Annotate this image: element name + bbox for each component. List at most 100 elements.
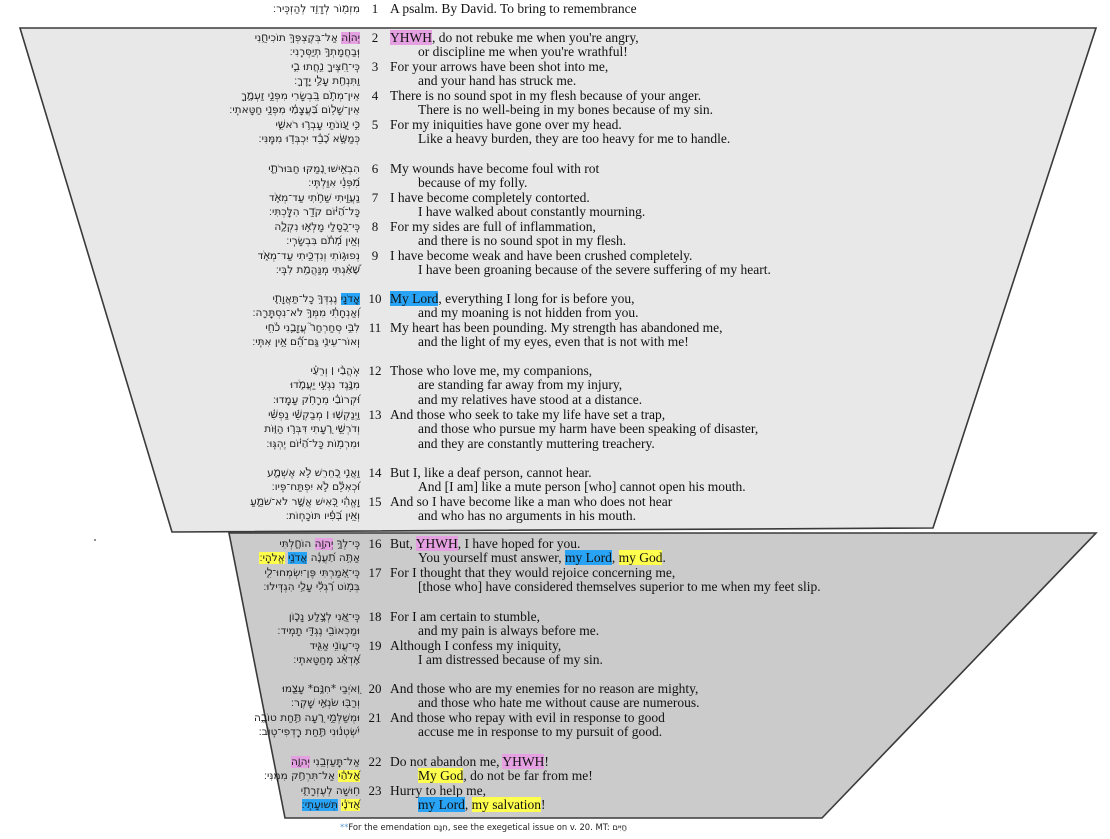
- hebrew-column: ח֥וּשָׁה לְעֶזְרָתִ֑י אֲ֝דֹנָ֗י תְּשׁוּע…: [145, 784, 360, 813]
- verse-number: 14: [360, 465, 390, 480]
- verse-number-value: 4: [371, 88, 379, 103]
- verse-number-value: 11: [368, 320, 382, 335]
- english-line: are standing far away from my injury,: [418, 377, 623, 393]
- english-line: My heart has been pounding. My strength …: [390, 320, 723, 335]
- english-column: I have become completely contorted. I ha…: [390, 190, 645, 220]
- divine-name-highlight: my God: [618, 550, 663, 566]
- hebrew-line: אֵין־שָׁל֥וֹם בַּ֝עֲצָמַ֗י מִפְּנֵ֥י חַט…: [229, 104, 360, 117]
- hebrew-line: יְהוָ֗ה אַל־בְּקֶצְפְּךָ֥ תוֹכִיחֵ֑נִי: [254, 32, 360, 44]
- hebrew-line: כָּל־הַ֝יּ֗וֹם קֹדֵ֥ר הִלָּֽכְתִּי׃: [268, 206, 360, 219]
- verse-number: 19: [360, 638, 390, 653]
- hebrew-line: וָאֱהִ֗י כְּ֭אִישׁ אֲשֶׁ֣ר לֹא־שֹׁמֵ֑עַ: [250, 496, 360, 508]
- hebrew-column: יְהוָ֗ה אַל־בְּקֶצְפְּךָ֥ תוֹכִיחֵ֑נִי ו…: [145, 31, 360, 60]
- verse-number: 22: [360, 754, 390, 769]
- verse-number-value: 13: [368, 407, 382, 422]
- english-column: A psalm. By David. To bring to remembran…: [390, 1, 637, 16]
- english-column: Hurry to help me, my Lord, my salvation!: [390, 783, 546, 813]
- hebrew-line: כִּֽי־עֲוֺנִ֥י אַגִּ֑יד: [309, 640, 360, 652]
- english-column: My heart has been pounding. My strength …: [390, 320, 723, 350]
- hebrew-line: וְֽאוֹר־עֵינַ֥י גַּם־הֵ֝֗ם אֵ֣ין אִתִּֽי…: [252, 336, 360, 349]
- verse-block-9: נְפוּג֣וֹתִי וְנִדְכֵּ֣יתִי עַד־מְאֹ֑ד ש…: [145, 248, 771, 278]
- english-line: And so I have become like a man who does…: [390, 494, 673, 509]
- english-column: And those who seek to take my life have …: [390, 407, 758, 451]
- hebrew-line: כִּֽי־אָ֭מַרְתִּי פֶּן־יִשְׂמְחוּ־לִ֑י: [264, 567, 360, 579]
- verse-number: 16: [360, 536, 390, 551]
- verse-number-value: 12: [368, 363, 382, 378]
- hebrew-column: נַעֲוֵ֣יתִי שַׁחֹ֣תִי עַד־מְאֹ֑ד כָּל־הַ…: [145, 191, 360, 220]
- footnote: **For the emendation חִנָּם, see the exe…: [340, 822, 627, 833]
- hebrew-column: כִּֽי־חִ֭צֶּיךָ נִ֣חֲתוּ בִ֑י וַתִּנְחַ֖…: [145, 60, 360, 89]
- hebrew-column: וַיְנַקְשׁ֤וּ ׀ מְבַקְשֵׁ֬י נַפְשִׁ֗י וְ…: [145, 408, 360, 451]
- english-line: But I, like a deaf person, cannot hear.: [390, 465, 592, 480]
- verse-block-21: וּמְשַׁלְּמֵ֣י רָ֭עָה תַּ֣חַת טוֹבָ֑ה יִ…: [145, 710, 665, 740]
- english-line: You yourself must answer, my Lord, my Go…: [418, 550, 666, 566]
- hebrew-line: כִּֽי־אֲ֭נִי לְצֶ֣לַע נָכ֑וֹן: [288, 611, 360, 623]
- hebrew-line: כִּֽי־חִ֭צֶּיךָ נִ֣חֲתוּ בִ֑י: [291, 61, 360, 73]
- hebrew-line: וּמְשַׁלְּמֵ֣י רָ֭עָה תַּ֣חַת טוֹבָ֑ה: [254, 712, 360, 724]
- english-line: and those who hate me without cause are …: [418, 695, 700, 711]
- english-line: and my relatives have stood at a distanc…: [418, 391, 643, 407]
- verse-block-13: וַיְנַקְשׁ֤וּ ׀ מְבַקְשֵׁ֬י נַפְשִׁ֗י וְ…: [145, 407, 758, 451]
- english-column: Do not abandon me, YHWH! My God, do not …: [390, 754, 593, 784]
- english-column: But, YHWH, I have hoped for you. You you…: [390, 536, 666, 566]
- verse-number: 4: [360, 88, 390, 103]
- verse-number-value: 18: [368, 609, 382, 624]
- verse-number-value: 7: [371, 190, 379, 205]
- verse-number: 6: [360, 161, 390, 176]
- verse-number-value: 21: [368, 710, 382, 725]
- hebrew-line: כְּמַשָּׂ֥א כָ֝בֵ֗ד יִכְבְּד֥וּ מִמֶּֽנִ…: [258, 133, 360, 146]
- english-line: For I thought that they would rejoice co…: [390, 565, 676, 580]
- hebrew-column: אֵין־מְתֹ֣ם בִּ֭בְשָׂרִי מִפְּנֵ֣י זַעְמ…: [145, 89, 360, 118]
- hebrew-line: נַעֲוֵ֣יתִי שַׁחֹ֣תִי עַד־מְאֹ֑ד: [268, 192, 360, 204]
- english-line: and the light of my eyes, even that is n…: [418, 334, 689, 350]
- divine-name-highlight: My God: [418, 768, 464, 784]
- verse-number: 13: [360, 407, 390, 422]
- hebrew-line: ח֥וּשָׁה לְעֶזְרָתִ֑י: [300, 785, 360, 797]
- english-line: YHWH, do not rebuke me when you're angry…: [390, 30, 639, 45]
- english-line: A psalm. By David. To bring to remembran…: [390, 1, 637, 16]
- hebrew-line: וּ֝קְרוֹבַ֗י מֵרָחֹ֥ק עָמָֽדוּ׃: [272, 393, 360, 406]
- verse-number: 11: [360, 320, 390, 335]
- english-column: And those who are my enemies for no reas…: [390, 681, 700, 711]
- verse-block-8: כִּֽי־כְ֭סָלַי מָלְא֣וּ נִקְלֶ֑ה וְאֵ֥ין…: [145, 219, 626, 249]
- divine-name-highlight: YHWH: [502, 754, 545, 769]
- hebrew-line: וּֽבַחֲמָתְךָ֥ תְיַסְּרֵֽנִי׃: [289, 46, 360, 59]
- hebrew-line: וְדֹרְשֵׁ֣י רָ֭עָתִי דִּבְּר֣וּ הַוּ֑וֹת: [264, 423, 360, 436]
- hebrew-column: כִּֽי־כְ֭סָלַי מָלְא֣וּ נִקְלֶ֑ה וְאֵ֥ין…: [145, 220, 360, 249]
- verse-number-value: 14: [368, 465, 382, 480]
- english-line: For your arrows have been shot into me,: [390, 59, 609, 74]
- verse-number-value: 16: [368, 536, 382, 551]
- english-line: [those who] have considered themselves s…: [418, 579, 821, 595]
- verse-block-23: ח֥וּשָׁה לְעֶזְרָתִ֑י אֲ֝דֹנָ֗י תְּשׁוּע…: [145, 783, 546, 813]
- hebrew-line: לִבִּ֣י סְחַרְחַר֮ עֲזָבַ֪נִי כֹ֫חִ֥י: [265, 322, 360, 334]
- english-line: and who has no arguments in his mouth.: [418, 508, 636, 524]
- divine-name-highlight: YHWH: [415, 536, 458, 551]
- hebrew-column: כִּֽי־עֲוֺנִ֥י אַגִּ֑יד אֶ֝דְאַ֗ג מֵֽחַט…: [145, 639, 360, 668]
- verse-block-3: כִּֽי־חִ֭צֶּיךָ נִ֣חֲתוּ בִ֑י וַתִּנְחַ֖…: [145, 59, 609, 89]
- english-column: For my iniquities have gone over my head…: [390, 117, 730, 147]
- divine-name-highlight: אֲ֝דֹנָ֗י: [341, 799, 360, 812]
- hebrew-column: כִּֽי־לְךָ֣ יְהוָ֣ה הוֹחָ֑לְתִּי אַתָּ֥ה…: [145, 537, 360, 566]
- verse-number: 12: [360, 363, 390, 378]
- verse-number-value: 23: [368, 783, 382, 798]
- hebrew-column: כִּֽי־אָ֭מַרְתִּי פֶּן־יִשְׂמְחוּ־לִ֑י ב…: [145, 566, 360, 595]
- english-line: Those who love me, my companions,: [390, 363, 593, 378]
- verse-block-1: מִזְמ֖וֹר לְדָוִ֣ד לְהַזְכִּֽיר׃ 1 A psa…: [145, 1, 637, 16]
- english-line: My God, do not be far from me!: [418, 768, 593, 784]
- divine-name-highlight: YHWH: [390, 30, 432, 45]
- english-line: and my pain is always before me.: [418, 623, 600, 639]
- english-line: For my sides are full of inflammation,: [390, 219, 596, 234]
- verse-block-22: אַל־תַּֽעַזְבֵ֥נִי יְהוָ֑ה אֱ֝לֹהַ֗י אַל…: [145, 754, 593, 784]
- verse-number-value: 15: [368, 494, 382, 509]
- english-column: My Lord, everything I long for is before…: [390, 291, 638, 321]
- verse-number-value: 19: [368, 638, 382, 653]
- footnote-text-middle: , see the exegetical issue on v. 20. MT:: [447, 822, 613, 832]
- hebrew-line: וַתִּנְחַ֖ת עָלַ֣י יָדֶֽךָ׃: [294, 75, 360, 88]
- english-column: And so I have become like a man who does…: [390, 494, 673, 524]
- divine-name-highlight: אֲדֹנָ֥י: [288, 552, 308, 565]
- divine-name-highlight: my salvation: [471, 797, 541, 813]
- verse-number: 3: [360, 59, 390, 74]
- hebrew-line: וְ֭אֹיְבַי *חִנָּ֣ם* עָצֵ֑מוּ: [282, 683, 360, 695]
- hebrew-column: אֹֽהֲבַ֨י ׀ וְרֵעַ֗י מִנֶּ֣גֶד נִגְעִ֣י …: [145, 364, 360, 407]
